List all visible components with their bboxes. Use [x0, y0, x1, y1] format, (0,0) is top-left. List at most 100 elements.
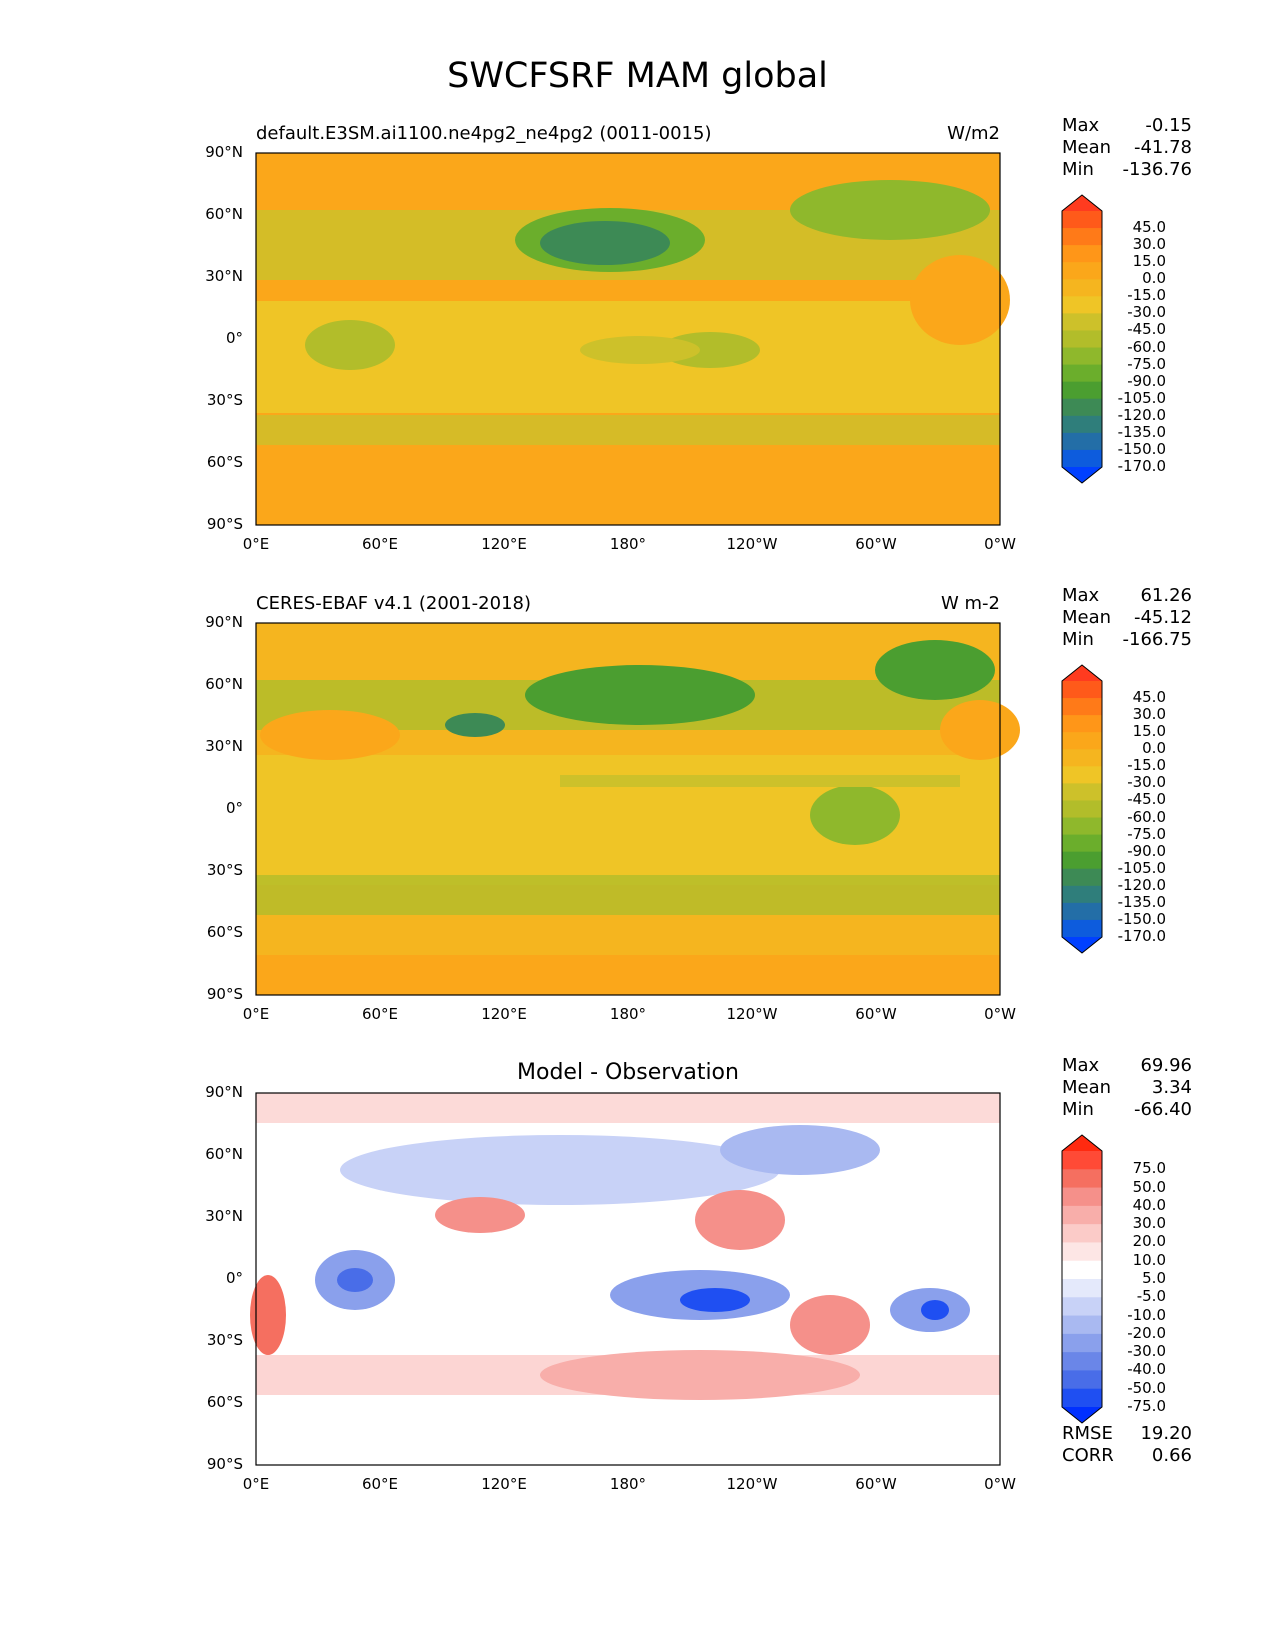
colorbar-segment: [1062, 715, 1102, 733]
colorbar-tick-label: -20.0: [1127, 1323, 1166, 1342]
colorbar-tick-label: -40.0: [1127, 1360, 1166, 1379]
stat-value: 0.66: [1151, 1445, 1192, 1466]
colorbar-tick-label: -75.0: [1127, 824, 1166, 843]
stat-value: 19.20: [1140, 1423, 1192, 1444]
map-model: [255, 152, 1010, 526]
colorbar-segment: [1062, 364, 1102, 383]
colorbar-tick-label: -75.0: [1127, 1397, 1166, 1415]
lat-tick: 30°N: [205, 267, 243, 285]
stat-label: Max: [1062, 585, 1100, 606]
colorbar-tick-label: -150.0: [1117, 909, 1166, 928]
colorbar-tick-label: 50.0: [1132, 1177, 1166, 1196]
colorbar-segment: [1062, 834, 1102, 853]
panel-model: default.E3SM.ai1100.ne4pg2_ne4pg2 (0011-…: [0, 115, 1275, 555]
lon-tick: 0°W: [984, 1005, 1016, 1023]
colorbar-tick-label: -5.0: [1136, 1287, 1166, 1306]
lon-tick: 0°W: [984, 535, 1016, 553]
colorbar: [1061, 1134, 1103, 1424]
colorbar-tick-label: -105.0: [1117, 858, 1166, 877]
lat-tick: 60°N: [205, 675, 243, 693]
lon-tick: 60°W: [855, 1475, 897, 1493]
panel-left-title: CERES-EBAF v4.1 (2001-2018): [256, 593, 532, 614]
colorbar-segment: [1062, 885, 1102, 904]
lon-tick: 120°W: [726, 1475, 778, 1493]
lat-tick: 90°N: [205, 613, 243, 631]
panel-center-title: Model - Observation: [517, 1060, 739, 1085]
colorbar-tick-label: -50.0: [1127, 1378, 1166, 1397]
colorbar-tick-label: -170.0: [1117, 457, 1166, 475]
colorbar-segment: [1062, 749, 1102, 767]
colorbar-tick-label: -60.0: [1127, 337, 1166, 356]
colorbar: [1061, 194, 1103, 484]
colorbar-segment: [1062, 415, 1102, 434]
colorbar-tick-label: 30.0: [1132, 1214, 1166, 1233]
lat-tick: 30°N: [205, 737, 243, 755]
stat-label: Mean: [1062, 1077, 1112, 1098]
colorbar-segment: [1062, 800, 1102, 819]
lat-tick: 0°: [225, 799, 243, 817]
lat-tick: 60°S: [206, 1393, 243, 1411]
lat-tick: 60°N: [205, 1145, 243, 1163]
colorbar-segment: [1062, 698, 1102, 716]
stat-value: -45.12: [1133, 607, 1192, 628]
colorbar-tick-label: 45.0: [1132, 218, 1166, 237]
lon-tick: 180°: [609, 1475, 647, 1493]
lon-tick: 0°E: [242, 535, 270, 553]
colorbar-tick-label: -150.0: [1117, 439, 1166, 458]
colorbar-segment: [1062, 1224, 1102, 1243]
lon-tick: 60°W: [855, 535, 897, 553]
colorbar-tick-label: -105.0: [1117, 388, 1166, 407]
colorbar-segment: [1062, 296, 1102, 314]
colorbar-segment: [1062, 851, 1102, 870]
colorbar-tick-label: 0.0: [1142, 269, 1166, 288]
lat-tick: 90°N: [205, 143, 243, 161]
lon-tick: 0°W: [984, 1475, 1016, 1493]
lon-tick: 60°E: [361, 1475, 399, 1493]
colorbar-segment: [1062, 1151, 1102, 1170]
figure-title: SWCFSRF MAM global: [447, 56, 828, 96]
stat-value: -166.75: [1122, 629, 1192, 650]
colorbar-segment: [1062, 398, 1102, 417]
lon-tick: 60°W: [855, 1005, 897, 1023]
stat-label: Min: [1062, 159, 1094, 180]
colorbar-extend-min: [1062, 937, 1102, 953]
colorbar-segment: [1062, 211, 1102, 229]
colorbar-segment: [1062, 1297, 1102, 1317]
lat-tick: 0°: [225, 1269, 243, 1287]
colorbar-tick-label: -15.0: [1127, 286, 1166, 305]
lon-tick: 120°E: [481, 1005, 527, 1023]
colorbar-tick-label: -30.0: [1127, 773, 1166, 792]
stat-label: Min: [1062, 629, 1094, 650]
lon-tick: 60°E: [361, 1005, 399, 1023]
colorbar-tick-label: -170.0: [1117, 927, 1166, 945]
colorbar-extend-min: [1062, 1407, 1102, 1423]
stat-value: -136.76: [1122, 159, 1192, 180]
lon-tick: 120°W: [726, 1005, 778, 1023]
colorbar-segment: [1062, 279, 1102, 297]
stat-value: -41.78: [1133, 137, 1192, 158]
colorbar-tick-label: 75.0: [1132, 1159, 1166, 1178]
colorbar-tick-label: -45.0: [1127, 320, 1166, 339]
lat-tick: 60°S: [206, 923, 243, 941]
colorbar-segment: [1062, 1388, 1102, 1408]
colorbar-segment: [1062, 783, 1102, 801]
lat-tick: 30°S: [206, 1331, 243, 1349]
colorbar-segment: [1062, 766, 1102, 784]
stat-label: RMSE: [1062, 1423, 1113, 1444]
colorbar-tick-label: 10.0: [1132, 1250, 1166, 1269]
colorbar-segment: [1062, 1187, 1102, 1207]
colorbar-segment: [1062, 732, 1102, 750]
panel-difference: Model - Observation 90°N 60°N 30°N 0° 30…: [0, 1055, 1275, 1495]
colorbar-segment: [1062, 347, 1102, 366]
colorbar-segment: [1062, 1169, 1102, 1189]
colorbar-tick-label: -135.0: [1117, 892, 1166, 911]
lon-tick: 0°E: [242, 1005, 270, 1023]
colorbar-segment: [1062, 262, 1102, 280]
panel-units: W/m2: [947, 123, 1000, 144]
colorbar-tick-label: -60.0: [1127, 807, 1166, 826]
colorbar-segment: [1062, 919, 1102, 938]
stat-value: 61.26: [1140, 585, 1192, 606]
stat-label: Max: [1062, 1055, 1100, 1076]
colorbar-segment: [1062, 1205, 1102, 1225]
colorbar-tick-label: 15.0: [1132, 252, 1166, 271]
